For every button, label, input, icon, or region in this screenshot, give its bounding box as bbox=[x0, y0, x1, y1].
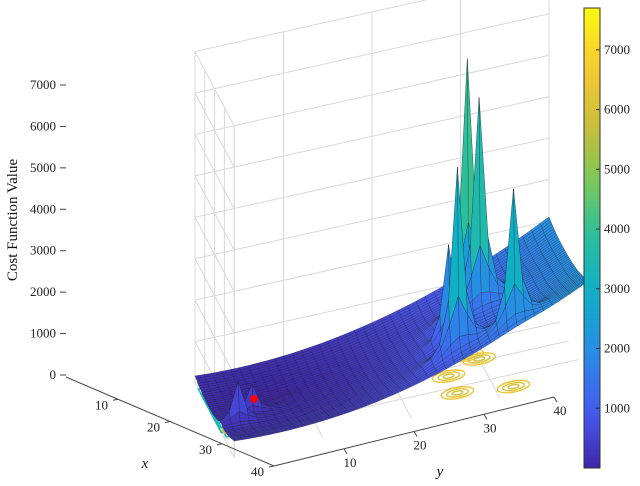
colorbar-tick-label: 1000 bbox=[604, 400, 630, 415]
y-tick-mark bbox=[413, 431, 418, 437]
colorbar-tick-label: 3000 bbox=[604, 281, 630, 296]
contour-line bbox=[507, 383, 520, 390]
z-tick-label: 1000 bbox=[30, 326, 56, 341]
colorbar-tick-label: 5000 bbox=[604, 161, 630, 176]
x-tick-mark bbox=[112, 398, 119, 401]
x-tick-mark bbox=[164, 421, 171, 423]
box-edge bbox=[194, 51, 235, 127]
y-tick-label: 10 bbox=[344, 455, 357, 470]
x-tick-mark bbox=[216, 443, 223, 446]
y-tick-mark bbox=[483, 413, 488, 420]
x-tick-label: 10 bbox=[95, 397, 108, 412]
x-tick-label: 40 bbox=[251, 464, 264, 479]
y-tick-label: 20 bbox=[414, 438, 427, 453]
colorbar-tick-label: 2000 bbox=[604, 341, 630, 356]
surface-patch bbox=[478, 97, 490, 268]
box-edge bbox=[194, 0, 428, 53]
contour-line bbox=[442, 373, 455, 379]
contour-line bbox=[445, 388, 469, 398]
y-tick-label: 30 bbox=[484, 420, 497, 435]
y-axis-label: y bbox=[435, 464, 444, 480]
x-tick-label: 20 bbox=[147, 420, 160, 435]
colorbar-tick-label: 6000 bbox=[604, 102, 630, 117]
surface-patch bbox=[232, 438, 244, 442]
surface-patch bbox=[253, 411, 265, 414]
x-tick-mark bbox=[268, 465, 275, 468]
contour-line bbox=[462, 352, 497, 366]
z-axis-label: Cost Function Value bbox=[5, 159, 21, 282]
colorbar-tick-label: 4000 bbox=[604, 221, 630, 236]
surface-mesh bbox=[194, 58, 589, 442]
contour-line bbox=[467, 354, 491, 364]
contour-line bbox=[472, 356, 486, 362]
contour-line bbox=[431, 369, 466, 383]
contour-line bbox=[501, 381, 525, 392]
z-tick-label: 3000 bbox=[30, 243, 56, 258]
z-tick-label: 7000 bbox=[30, 77, 56, 92]
z-tick-label: 0 bbox=[50, 367, 57, 382]
contour-line bbox=[440, 385, 475, 400]
y-tick-mark bbox=[343, 448, 348, 455]
z-tick-label: 2000 bbox=[30, 284, 56, 299]
colorbar-tick-label: 7000 bbox=[604, 42, 630, 57]
colorbar bbox=[583, 7, 601, 469]
y-tick-mark bbox=[553, 396, 558, 403]
z-tick-label: 6000 bbox=[30, 118, 56, 133]
z-tick-label: 4000 bbox=[30, 201, 56, 216]
contour-line bbox=[496, 379, 531, 394]
y-tick-label: 40 bbox=[554, 403, 567, 418]
z-tick-label: 5000 bbox=[30, 160, 56, 175]
x-axis-label: x bbox=[141, 456, 149, 472]
contour-line bbox=[437, 371, 461, 382]
x-tick-label: 30 bbox=[199, 442, 212, 457]
minimum-marker bbox=[249, 395, 258, 403]
contour-line bbox=[451, 390, 464, 396]
